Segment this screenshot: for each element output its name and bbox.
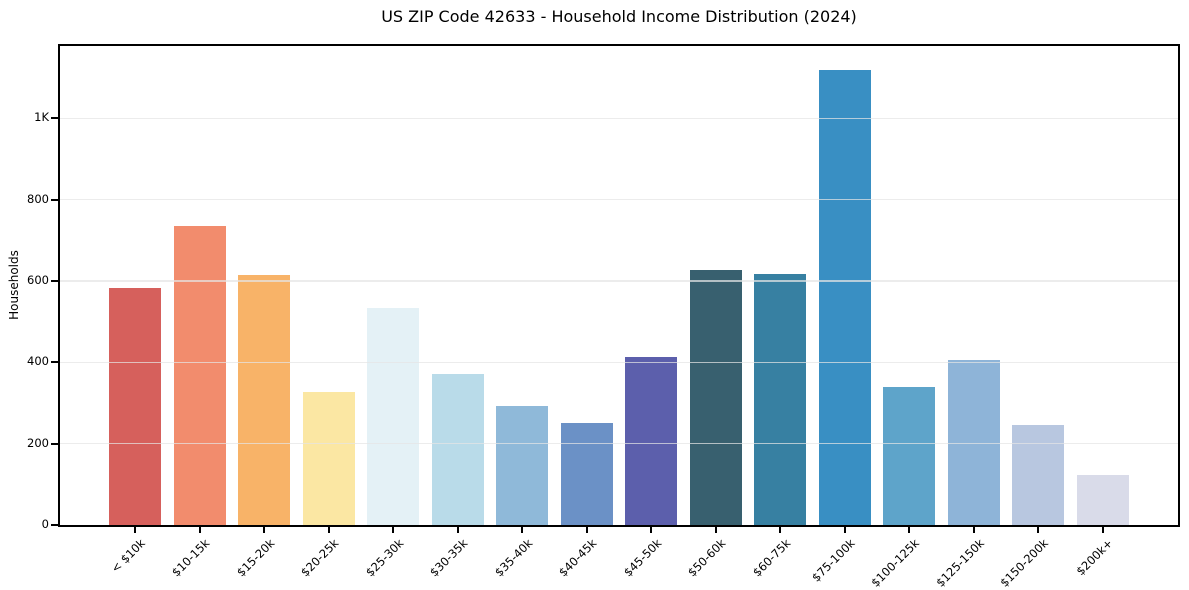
- y-tick-mark: [51, 117, 58, 120]
- bar-10k: [109, 288, 162, 525]
- chart-title: US ZIP Code 42633 - Household Income Dis…: [381, 7, 857, 26]
- x-tick-label: $15-20k: [233, 536, 278, 580]
- x-tick-label: < $10k: [108, 536, 149, 576]
- x-tick-mark: [585, 527, 588, 533]
- x-tick-label: $20-25k: [298, 536, 342, 580]
- bar-125-150k: [947, 360, 1000, 525]
- bar-slot: [426, 46, 491, 525]
- bar-10-15k: [173, 225, 226, 525]
- bar-slot: [619, 46, 684, 525]
- x-tick-label: $125-150k: [932, 536, 987, 590]
- x-tick-label: $10-15k: [169, 536, 213, 580]
- bar-slot: [232, 46, 297, 525]
- x-tick-mark: [908, 527, 911, 533]
- bar-slot: [877, 46, 942, 525]
- y-tick-mark: [51, 198, 58, 201]
- x-tick-label: $30-35k: [427, 536, 471, 580]
- x-tick-mark: [779, 527, 782, 533]
- x-tick-label: $75-100k: [809, 536, 858, 585]
- x-tick-mark: [1101, 527, 1104, 533]
- x-tick-label: $35-40k: [491, 536, 536, 580]
- bar-slot: [168, 46, 233, 525]
- x-tick-label: $25-30k: [362, 536, 407, 580]
- bar-150-200k: [1012, 424, 1065, 525]
- bar-slot: [813, 46, 878, 525]
- bar-slot: [1006, 46, 1071, 525]
- bar-35-40k: [496, 405, 549, 525]
- bar-40-45k: [560, 422, 613, 525]
- bar-25-30k: [367, 308, 420, 525]
- bar-45-50k: [625, 357, 678, 525]
- bar-slot: [361, 46, 426, 525]
- bar-slot: [684, 46, 749, 525]
- bar-slot: [748, 46, 813, 525]
- bar-slot: [103, 46, 168, 525]
- x-tick-mark: [843, 527, 846, 533]
- y-tick-mark: [51, 361, 58, 364]
- y-tick-label: 600: [27, 273, 49, 288]
- bar-slot: [297, 46, 362, 525]
- y-tick-label: 1K: [34, 110, 49, 125]
- x-tick-label: $50-60k: [685, 536, 729, 580]
- x-tick-mark: [134, 527, 137, 533]
- x-tick-mark: [1037, 527, 1040, 533]
- x-tick-mark: [392, 527, 395, 533]
- bar-slot: [555, 46, 620, 525]
- x-tick-mark: [521, 527, 524, 533]
- plot-area: [58, 44, 1180, 527]
- y-tick-label: 400: [27, 354, 49, 369]
- bar-15-20k: [238, 274, 291, 525]
- y-tick-label: 200: [27, 435, 49, 450]
- bar-100-125k: [883, 387, 936, 525]
- x-tick-label: $60-75k: [749, 536, 794, 580]
- x-tick-label: $200k+: [1073, 536, 1116, 579]
- y-tick-mark: [51, 280, 58, 283]
- x-tick-label: $40-45k: [556, 536, 600, 580]
- x-tick-mark: [327, 527, 330, 533]
- x-tick-mark: [263, 527, 266, 533]
- x-tick-label: $45-50k: [620, 536, 665, 580]
- bar-75-100k: [818, 70, 871, 525]
- y-tick-label: 800: [27, 191, 49, 206]
- x-tick-mark: [456, 527, 459, 533]
- y-tick-mark: [51, 442, 58, 445]
- bar-slot: [490, 46, 555, 525]
- x-tick-mark: [972, 527, 975, 533]
- x-tick-mark: [650, 527, 653, 533]
- x-tick-mark: [198, 527, 201, 533]
- bar-60-75k: [754, 274, 807, 525]
- y-tick-mark: [51, 524, 58, 526]
- x-tick-label: $150-200k: [997, 536, 1052, 590]
- x-tick-mark: [714, 527, 717, 533]
- bar-slot: [942, 46, 1007, 525]
- bar-20-25k: [302, 392, 355, 525]
- bar-slot: [1071, 46, 1136, 525]
- bars-row: [60, 46, 1178, 525]
- bar-30-35k: [431, 373, 484, 525]
- y-tick-label: 0: [41, 517, 49, 531]
- bar-50-60k: [689, 269, 742, 525]
- x-tick-label: $100-125k: [868, 536, 923, 590]
- bar-200k: [1076, 475, 1129, 525]
